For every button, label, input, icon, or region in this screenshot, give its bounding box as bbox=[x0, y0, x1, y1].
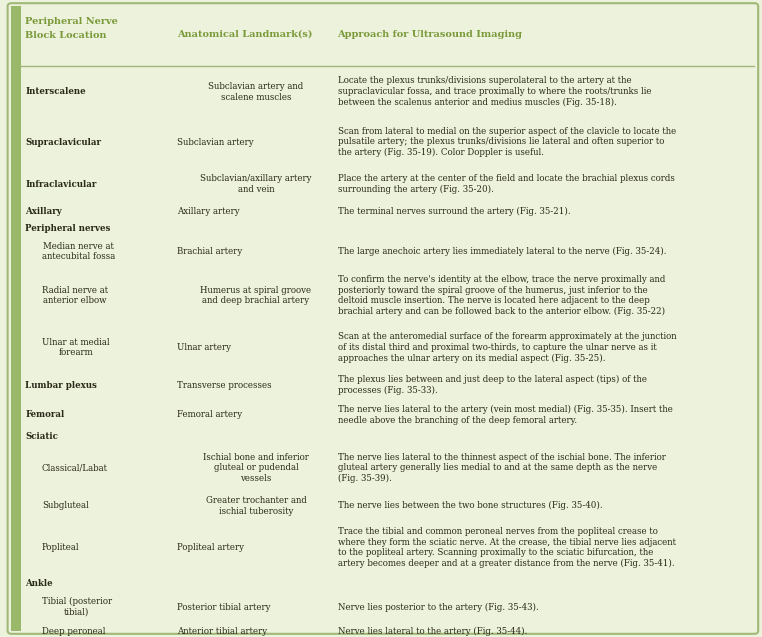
Text: Ankle: Ankle bbox=[25, 579, 53, 588]
Text: The nerve lies between the two bone structures (Fig. 35-40).: The nerve lies between the two bone stru… bbox=[338, 501, 602, 510]
Text: Popliteal artery: Popliteal artery bbox=[177, 543, 244, 552]
Text: Sciatic: Sciatic bbox=[25, 433, 58, 441]
Text: Anterior tibial artery: Anterior tibial artery bbox=[177, 627, 267, 636]
Text: Subclavian/axillary artery
and vein: Subclavian/axillary artery and vein bbox=[200, 174, 312, 194]
FancyBboxPatch shape bbox=[8, 3, 758, 634]
Text: Femoral: Femoral bbox=[25, 410, 65, 419]
Text: The large anechoic artery lies immediately lateral to the nerve (Fig. 35-24).: The large anechoic artery lies immediate… bbox=[338, 247, 666, 256]
Text: Nerve lies lateral to the artery (Fig. 35-44).: Nerve lies lateral to the artery (Fig. 3… bbox=[338, 627, 527, 636]
Text: The nerve lies lateral to the artery (vein most medial) (Fig. 35-35). Insert the: The nerve lies lateral to the artery (ve… bbox=[338, 404, 672, 425]
Text: Femoral artery: Femoral artery bbox=[177, 410, 242, 419]
Text: Supraclavicular: Supraclavicular bbox=[25, 138, 101, 147]
Text: Approach for Ultrasound Imaging: Approach for Ultrasound Imaging bbox=[338, 29, 523, 39]
Text: The terminal nerves surround the artery (Fig. 35-21).: The terminal nerves surround the artery … bbox=[338, 207, 570, 216]
Text: Ischial bone and inferior
gluteal or pudendal
vessels: Ischial bone and inferior gluteal or pud… bbox=[203, 453, 309, 483]
Text: The plexus lies between and just deep to the lateral aspect (tips) of the
proces: The plexus lies between and just deep to… bbox=[338, 375, 647, 396]
Text: Trace the tibial and common peroneal nerves from the popliteal crease to
where t: Trace the tibial and common peroneal ner… bbox=[338, 527, 676, 568]
Text: Axillary artery: Axillary artery bbox=[177, 207, 239, 216]
Text: Interscalene: Interscalene bbox=[25, 87, 86, 96]
Text: Median nerve at
antecubital fossa: Median nerve at antecubital fossa bbox=[42, 241, 115, 262]
Text: Lumbar plexus: Lumbar plexus bbox=[25, 381, 97, 390]
Text: Tibial (posterior
tibial): Tibial (posterior tibial) bbox=[42, 597, 112, 617]
Text: Popliteal: Popliteal bbox=[42, 543, 79, 552]
Text: Scan at the anteromedial surface of the forearm approximately at the junction
of: Scan at the anteromedial surface of the … bbox=[338, 332, 676, 363]
Text: Classical/Labat: Classical/Labat bbox=[42, 463, 108, 473]
Text: Ulnar at medial
forearm: Ulnar at medial forearm bbox=[42, 338, 110, 357]
Text: Scan from lateral to medial on the superior aspect of the clavicle to locate the: Scan from lateral to medial on the super… bbox=[338, 127, 676, 157]
Bar bbox=[11, 6, 21, 631]
Text: Locate the plexus trunks/divisions superolateral to the artery at the
supraclavi: Locate the plexus trunks/divisions super… bbox=[338, 76, 651, 107]
Text: To confirm the nerve's identity at the elbow, trace the nerve proximally and
pos: To confirm the nerve's identity at the e… bbox=[338, 275, 665, 317]
Text: Subclavian artery: Subclavian artery bbox=[177, 138, 254, 147]
Text: Block Location: Block Location bbox=[25, 31, 107, 39]
Text: Humerus at spiral groove
and deep brachial artery: Humerus at spiral groove and deep brachi… bbox=[200, 285, 312, 306]
Text: Deep peroneal: Deep peroneal bbox=[42, 627, 105, 636]
Text: Anatomical Landmark(s): Anatomical Landmark(s) bbox=[177, 29, 312, 39]
Text: Subgluteal: Subgluteal bbox=[42, 501, 88, 510]
Text: Radial nerve at
anterior elbow: Radial nerve at anterior elbow bbox=[42, 285, 108, 306]
Text: Subclavian artery and
scalene muscles: Subclavian artery and scalene muscles bbox=[209, 82, 303, 102]
Text: Posterior tibial artery: Posterior tibial artery bbox=[177, 603, 271, 612]
Text: Transverse processes: Transverse processes bbox=[177, 381, 271, 390]
Text: Greater trochanter and
ischial tuberosity: Greater trochanter and ischial tuberosit… bbox=[206, 496, 306, 516]
Text: Peripheral nerves: Peripheral nerves bbox=[25, 224, 110, 233]
Text: Nerve lies posterior to the artery (Fig. 35-43).: Nerve lies posterior to the artery (Fig.… bbox=[338, 603, 538, 612]
Text: The nerve lies lateral to the thinnest aspect of the ischial bone. The inferior
: The nerve lies lateral to the thinnest a… bbox=[338, 452, 665, 483]
Text: Infraclavicular: Infraclavicular bbox=[25, 180, 97, 189]
Text: Axillary: Axillary bbox=[25, 207, 62, 216]
Text: Place the artery at the center of the field and locate the brachial plexus cords: Place the artery at the center of the fi… bbox=[338, 174, 674, 194]
Text: Brachial artery: Brachial artery bbox=[177, 247, 242, 256]
Text: Ulnar artery: Ulnar artery bbox=[177, 343, 231, 352]
Text: Peripheral Nerve: Peripheral Nerve bbox=[25, 17, 118, 25]
